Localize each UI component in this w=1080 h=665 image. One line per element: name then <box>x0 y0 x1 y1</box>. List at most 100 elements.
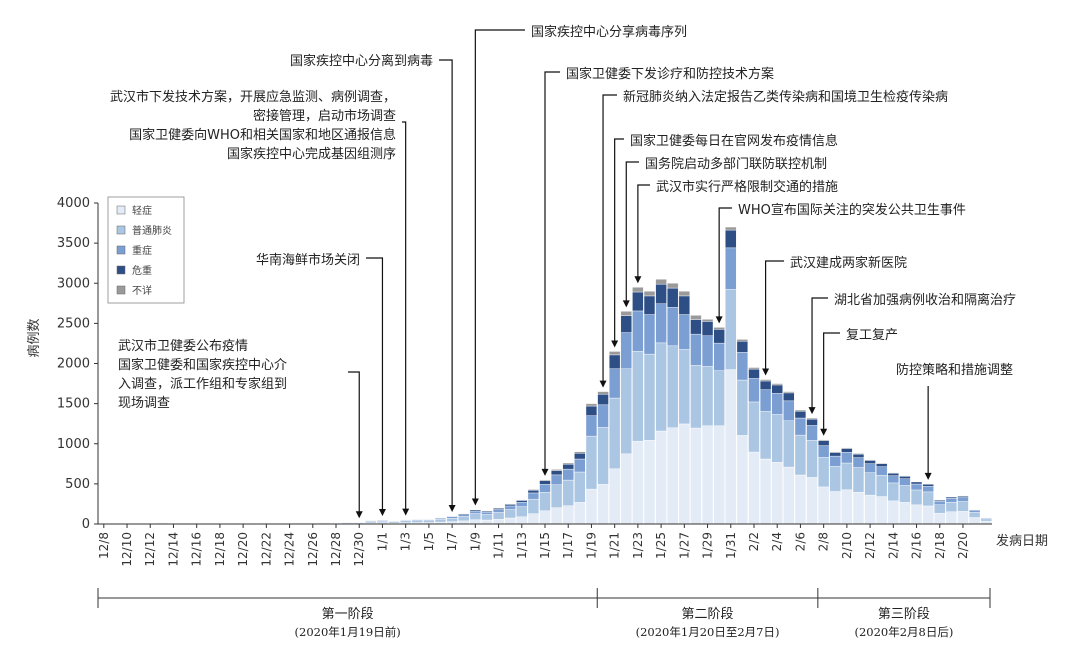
x-tick-label: 2/20 <box>956 532 970 559</box>
bar-segment <box>887 472 899 474</box>
bar-segment <box>388 521 400 524</box>
x-tick-label: 2/18 <box>933 532 947 559</box>
bar-segment <box>759 389 772 412</box>
bar-segment <box>736 435 749 525</box>
legend-label: 不详 <box>132 284 152 297</box>
bar-segment <box>945 501 958 512</box>
bar-segment <box>736 339 749 342</box>
bar-segment <box>574 451 586 454</box>
bar-segment <box>968 512 981 518</box>
annotation-text: WHO宣布国际关注的突发公共卫生事件 <box>738 202 966 218</box>
annotation-leader <box>637 184 650 282</box>
annotation-leader <box>625 161 639 306</box>
bar-segment <box>783 392 795 402</box>
bar-segment <box>852 492 865 525</box>
bar-segment <box>458 516 470 522</box>
bar-segment <box>957 511 969 525</box>
annotation-text: 国家卫健委每日在官网发布疫情信息 <box>630 133 838 149</box>
bar-segment <box>922 491 934 507</box>
x-axis-label: 发病日期 <box>996 533 1048 549</box>
bar-segment <box>481 514 493 521</box>
bar-segment <box>701 321 714 336</box>
bar-segment <box>864 459 876 461</box>
annotation-text: 国家疾控中心分享病毒序列 <box>531 24 687 40</box>
bar-segment <box>852 467 865 493</box>
bar-segment <box>910 483 923 491</box>
x-tick-label: 2/14 <box>886 532 900 559</box>
bar-segment <box>597 391 609 395</box>
bar-segment <box>829 466 841 492</box>
annotation-text: 新冠肺炎纳入法定报告乙类传染病和国境卫生检疫传染病 <box>623 89 948 105</box>
annotation-text: 国家疾控中心完成基因组测序 <box>227 146 396 162</box>
y-tick-label: 1500 <box>57 397 90 412</box>
x-tick-label: 12/12 <box>143 532 157 567</box>
x-tick-label: 12/22 <box>259 532 273 567</box>
y-tick-label: 2500 <box>57 316 90 331</box>
bar-segment <box>771 383 783 386</box>
x-tick-label: 12/18 <box>213 532 227 567</box>
bar-segment <box>562 479 574 506</box>
bar-segment <box>864 460 876 464</box>
bar-segment <box>527 513 540 525</box>
bar-segment <box>783 391 795 394</box>
bar-segment <box>597 404 609 428</box>
bar-segment <box>725 369 737 525</box>
bar-segment <box>632 287 644 293</box>
bar-segment <box>539 492 551 511</box>
bar-segment <box>852 453 865 455</box>
y-tick-label: 3500 <box>57 236 90 251</box>
bar-segment <box>794 409 807 412</box>
bar-segment <box>922 486 934 493</box>
bar-segment <box>574 502 586 525</box>
annotation-text: 国家卫健委下发诊疗和防控技术方案 <box>566 66 774 82</box>
bar-segment <box>492 509 505 513</box>
phase-sublabel: (2020年1月20日至2月7日) <box>636 625 780 639</box>
bar-segment <box>574 453 586 460</box>
bar-segment <box>434 519 447 523</box>
x-tick-label: 12/26 <box>306 532 320 567</box>
annotation-text: 现场调查 <box>118 396 170 411</box>
bar-segment <box>899 502 911 525</box>
bar-stacks <box>98 226 992 525</box>
bar-segment <box>678 295 690 315</box>
bar-segment <box>527 489 540 491</box>
arrow-head <box>448 504 456 512</box>
bar-segment <box>620 332 632 369</box>
phase-sublabel: (2020年1月19日前) <box>295 625 401 639</box>
legend-label: 重症 <box>132 244 152 257</box>
legend-label: 危重 <box>132 264 152 277</box>
arrow-head <box>541 468 549 476</box>
x-tick-label: 1/25 <box>654 532 668 559</box>
bar-segment <box>527 489 540 494</box>
bar-segment <box>667 283 679 289</box>
x-tick-label: 12/14 <box>166 532 180 567</box>
x-tick-label: 1/19 <box>584 532 598 559</box>
bar-segment <box>876 496 888 525</box>
bar-segment <box>748 451 760 525</box>
bar-segment <box>725 289 737 370</box>
annotation-text: 密接管理，启动市场调查 <box>253 108 396 124</box>
bar-segment <box>643 353 656 441</box>
bar-segment <box>829 491 841 525</box>
bar-segment <box>841 447 853 449</box>
bar-segment <box>667 287 679 308</box>
annotation: 国家疾控中心分离到病毒 <box>290 53 456 512</box>
bar-segment <box>841 489 853 525</box>
bar-segment <box>690 315 702 320</box>
x-tick-label: 1/29 <box>701 532 715 559</box>
annotation: 华南海鲜市场关闭 <box>256 252 386 516</box>
x-tick-label: 1/31 <box>724 532 738 559</box>
bar-segment <box>423 520 435 523</box>
bar-segment <box>794 434 807 476</box>
axes: 0 500 1000 1500 2000 2500 3000 3500 4000 12/8 12/1… <box>57 196 992 567</box>
bar-segment <box>934 512 946 525</box>
annotation-leader <box>402 121 407 514</box>
y-tick-label: 500 <box>65 477 90 492</box>
bar-segment <box>806 418 818 426</box>
bar-segment <box>574 471 586 503</box>
y-tick-label: 2000 <box>57 357 90 372</box>
arrow-head <box>402 508 410 516</box>
bar-segment <box>713 329 725 344</box>
bar-segment <box>690 333 702 366</box>
annotation-leader <box>614 138 624 346</box>
